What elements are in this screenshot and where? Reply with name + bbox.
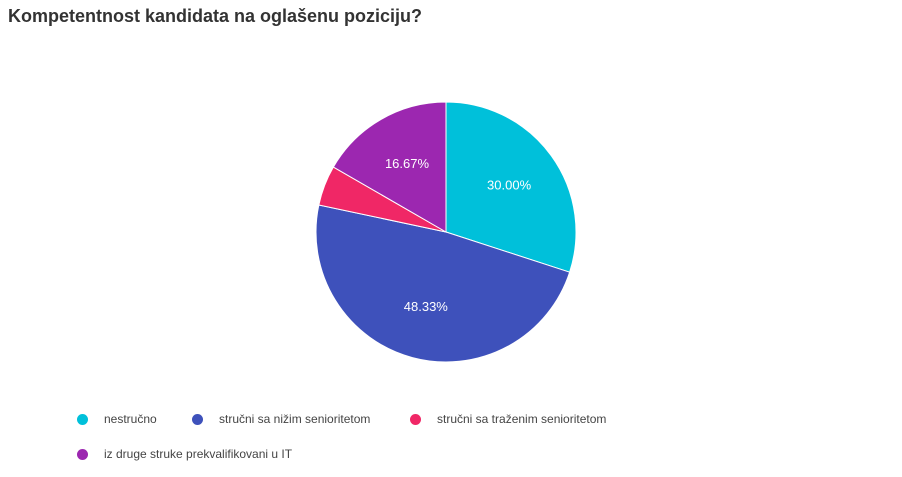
- pie-slice-nestrucno[interactable]: [445, 101, 577, 273]
- legend-marker: [77, 448, 88, 460]
- slice-value-label-druga-struka: 16.67%: [385, 156, 430, 171]
- pie-slice-druga-struka[interactable]: [332, 101, 447, 233]
- slice-value-label-nestrucno: 30.00%: [487, 178, 532, 193]
- legend-marker: [410, 413, 421, 425]
- legend-label: nestručno: [104, 412, 157, 426]
- pie-slice-strucni-nizi[interactable]: [315, 204, 571, 363]
- legend-label: stručni sa nižim senioritetom: [219, 412, 371, 426]
- legend-item-druga-struka[interactable]: iz druge struke prekvalifikovani u IT: [77, 447, 292, 461]
- legend-label: iz druge struke prekvalifikovani u IT: [104, 447, 293, 461]
- legend-label: stručni sa traženim senioritetom: [437, 412, 607, 426]
- legend-item-nestrucno[interactable]: nestručno: [77, 412, 157, 426]
- legend-marker: [192, 413, 203, 425]
- legend-marker: [77, 413, 88, 425]
- legend-item-strucni-trazeni[interactable]: stručni sa traženim senioritetom: [410, 412, 606, 426]
- legend-item-strucni-nizi[interactable]: stručni sa nižim senioritetom: [192, 412, 370, 426]
- slice-value-label-strucni-nizi: 48.33%: [404, 299, 449, 314]
- chart-title: Kompetentnost kandidata na oglašenu pozi…: [8, 6, 423, 26]
